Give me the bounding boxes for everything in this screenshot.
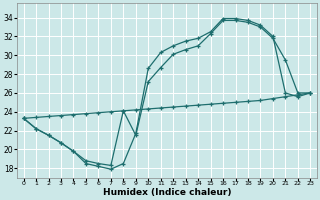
X-axis label: Humidex (Indice chaleur): Humidex (Indice chaleur) — [103, 188, 231, 197]
